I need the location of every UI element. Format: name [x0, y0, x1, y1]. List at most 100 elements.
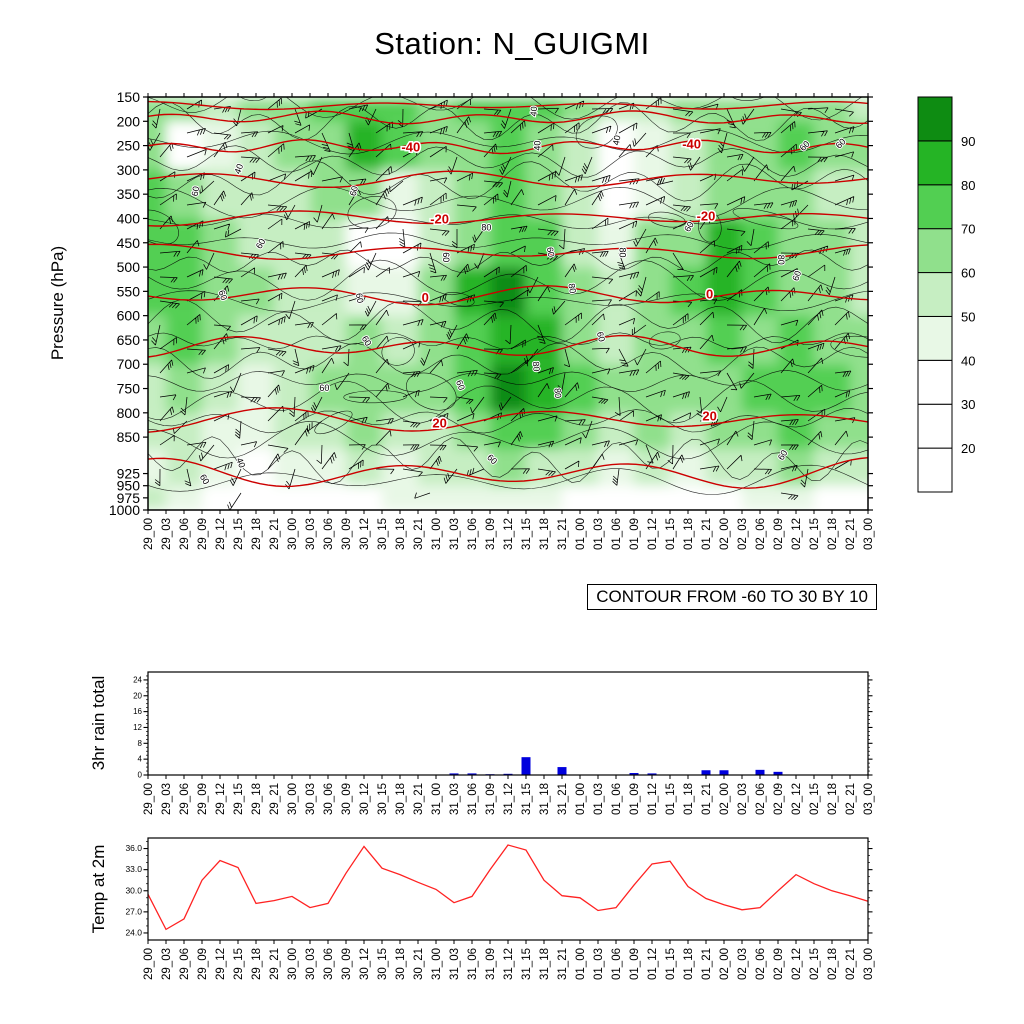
svg-text:30_12: 30_12 — [359, 948, 371, 980]
svg-text:80: 80 — [481, 223, 491, 233]
svg-text:20: 20 — [702, 409, 716, 424]
svg-text:80: 80 — [531, 361, 542, 372]
svg-text:750: 750 — [117, 381, 141, 397]
svg-text:01_12: 01_12 — [647, 783, 659, 815]
svg-text:31_21: 31_21 — [557, 518, 569, 550]
svg-text:01_12: 01_12 — [647, 518, 659, 550]
svg-text:800: 800 — [117, 405, 141, 421]
svg-text:01_03: 01_03 — [593, 948, 605, 980]
svg-text:60: 60 — [454, 379, 467, 392]
svg-text:40: 40 — [961, 353, 975, 368]
svg-text:29_09: 29_09 — [197, 783, 209, 815]
svg-text:20: 20 — [961, 441, 975, 456]
svg-text:02_18: 02_18 — [827, 948, 839, 980]
svg-text:01_15: 01_15 — [665, 783, 677, 815]
svg-text:550: 550 — [117, 283, 141, 299]
svg-text:31_18: 31_18 — [539, 948, 551, 980]
svg-text:29_00: 29_00 — [143, 948, 155, 980]
svg-text:30_18: 30_18 — [395, 518, 407, 550]
svg-text:30.0: 30.0 — [125, 885, 142, 895]
svg-text:60: 60 — [354, 292, 366, 304]
svg-text:60: 60 — [190, 185, 202, 197]
svg-text:29_09: 29_09 — [197, 518, 209, 550]
svg-text:0: 0 — [422, 290, 429, 305]
svg-text:02_06: 02_06 — [755, 518, 767, 550]
svg-text:29_21: 29_21 — [269, 948, 281, 980]
svg-text:30_06: 30_06 — [323, 783, 335, 815]
svg-text:80: 80 — [552, 388, 563, 399]
svg-text:30_12: 30_12 — [359, 518, 371, 550]
svg-text:01_21: 01_21 — [701, 783, 713, 815]
svg-text:0: 0 — [138, 771, 143, 780]
svg-text:40: 40 — [234, 456, 247, 469]
svg-text:02_00: 02_00 — [719, 948, 731, 980]
svg-text:02_15: 02_15 — [809, 948, 821, 980]
svg-text:30_00: 30_00 — [287, 518, 299, 550]
svg-text:29_18: 29_18 — [251, 783, 263, 815]
svg-text:0: 0 — [706, 286, 713, 301]
svg-text:03_00: 03_00 — [863, 783, 875, 815]
svg-text:30_15: 30_15 — [377, 518, 389, 550]
svg-text:450: 450 — [117, 235, 141, 251]
svg-text:300: 300 — [117, 162, 141, 178]
svg-text:-40: -40 — [401, 140, 420, 155]
svg-text:01_00: 01_00 — [575, 518, 587, 550]
svg-text:01_06: 01_06 — [611, 518, 623, 550]
svg-text:1000: 1000 — [109, 502, 140, 518]
svg-text:01_15: 01_15 — [665, 948, 677, 980]
pressure-axis: 1502002503003504004505005506006507007508… — [109, 89, 873, 518]
svg-text:350: 350 — [117, 186, 141, 202]
svg-text:30_15: 30_15 — [377, 948, 389, 980]
svg-text:31_12: 31_12 — [503, 948, 515, 980]
svg-text:40: 40 — [528, 106, 539, 117]
svg-text:02_00: 02_00 — [719, 518, 731, 550]
svg-text:02_03: 02_03 — [737, 783, 749, 815]
svg-text:01_15: 01_15 — [665, 518, 677, 550]
svg-text:30_09: 30_09 — [341, 518, 353, 550]
svg-text:29_21: 29_21 — [269, 783, 281, 815]
svg-text:01_09: 01_09 — [629, 518, 641, 550]
svg-text:-40: -40 — [682, 137, 701, 152]
svg-text:60: 60 — [216, 289, 229, 302]
svg-text:31_03: 31_03 — [449, 948, 461, 980]
svg-text:01_21: 01_21 — [701, 518, 713, 550]
svg-text:36.0: 36.0 — [125, 843, 142, 853]
svg-text:29_09: 29_09 — [197, 948, 209, 980]
rain-bars — [449, 757, 783, 775]
svg-text:02_09: 02_09 — [773, 518, 785, 550]
svg-text:31_21: 31_21 — [557, 948, 569, 980]
svg-text:29_06: 29_06 — [179, 948, 191, 980]
svg-text:29_12: 29_12 — [215, 518, 227, 550]
svg-text:50: 50 — [961, 309, 975, 324]
svg-text:650: 650 — [117, 332, 141, 348]
svg-text:02_00: 02_00 — [719, 783, 731, 815]
svg-text:90: 90 — [961, 134, 975, 149]
svg-text:03_00: 03_00 — [863, 948, 875, 980]
svg-text:30_18: 30_18 — [395, 948, 407, 980]
svg-text:01_18: 01_18 — [683, 948, 695, 980]
svg-text:30_00: 30_00 — [287, 783, 299, 815]
svg-text:8: 8 — [138, 739, 143, 748]
svg-text:925: 925 — [117, 466, 141, 482]
svg-text:02_12: 02_12 — [791, 518, 803, 550]
svg-text:29_18: 29_18 — [251, 948, 263, 980]
svg-text:29_12: 29_12 — [215, 783, 227, 815]
svg-text:60: 60 — [441, 252, 451, 262]
svg-text:950: 950 — [117, 478, 141, 494]
contour-note: CONTOUR FROM -60 TO 30 BY 10 — [587, 584, 877, 610]
svg-text:29_18: 29_18 — [251, 518, 263, 550]
rain-time-axis: 29_00 29_03 29_06 29_09 29_12 29_15 29_18 29_21… — [143, 775, 875, 815]
svg-text:31_00: 31_00 — [431, 948, 443, 980]
svg-text:31_18: 31_18 — [539, 518, 551, 550]
svg-text:29_15: 29_15 — [233, 948, 245, 980]
svg-text:02_03: 02_03 — [737, 948, 749, 980]
svg-text:31_03: 31_03 — [449, 783, 461, 815]
svg-text:31_09: 31_09 — [485, 518, 497, 550]
svg-text:02_03: 02_03 — [737, 518, 749, 550]
svg-text:01_00: 01_00 — [575, 948, 587, 980]
svg-text:30_21: 30_21 — [413, 518, 425, 550]
svg-text:200: 200 — [117, 113, 141, 129]
svg-text:30: 30 — [961, 397, 975, 412]
svg-text:31_06: 31_06 — [467, 948, 479, 980]
